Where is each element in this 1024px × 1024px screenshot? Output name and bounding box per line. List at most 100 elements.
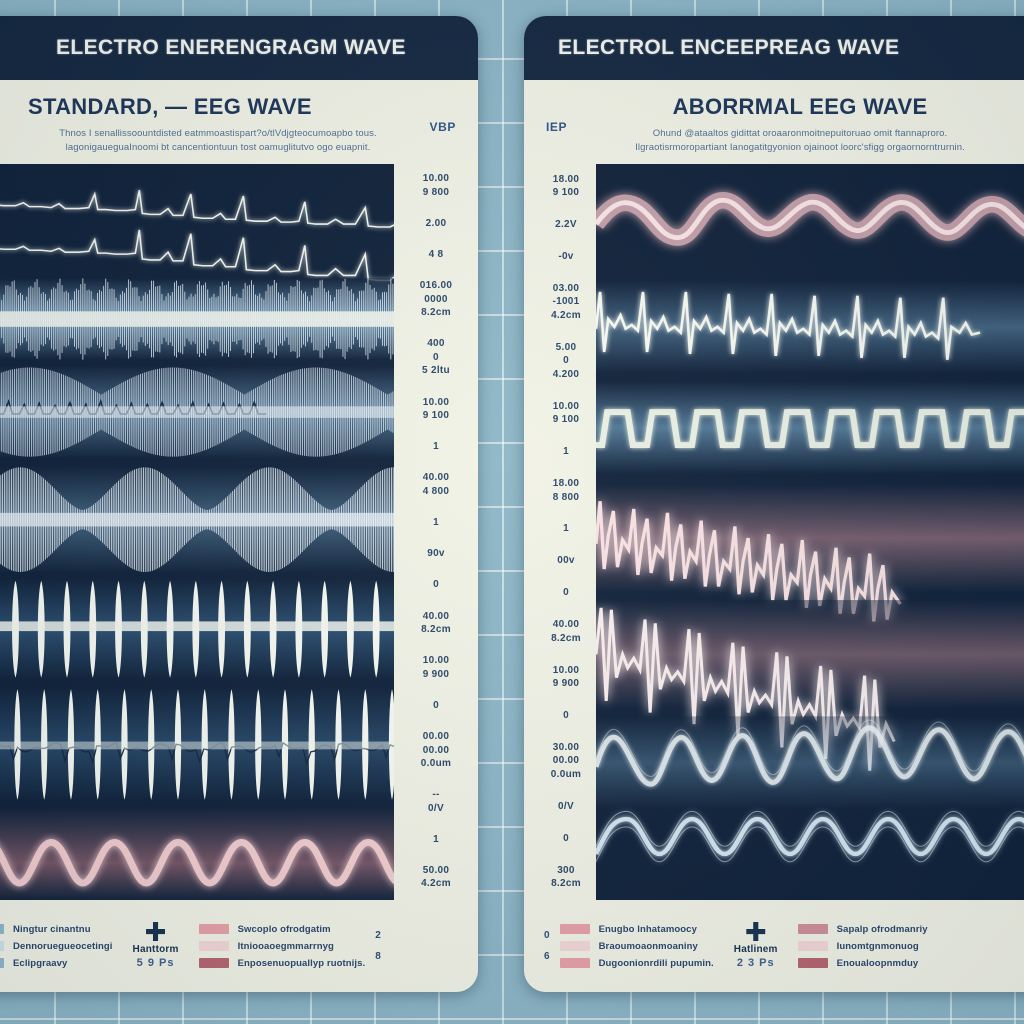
axis-tick-label: 0 — [433, 699, 439, 711]
legend-item-label: Enugbo lnhatamoocy — [598, 923, 697, 935]
legend-item[interactable]: Sapalp ofrodmanriy — [797, 923, 928, 935]
axis-tick-label: 016.00 0000 8.2cm — [419, 280, 453, 319]
legend-item-label: Iunomtgnmonuog — [836, 940, 919, 952]
left-chart-area: 10.00 9 800 2.00 4 8 016.00 0000 8.2cm 400 0 5 2l… — [0, 120, 478, 901]
trace-smooth-delta-blue — [596, 810, 1024, 862]
legend-item[interactable]: Iunomtgnmonuog — [797, 940, 928, 952]
abnormal-eeg-card: ELECTROL ENCEEPREAG WAVE SIEZ ABORRMAL E… — [524, 16, 1024, 992]
legend-item[interactable]: Enugbo lnhatamoocy — [559, 923, 714, 935]
legend-swatch — [797, 958, 828, 968]
legend-item-label: Ningtur cinantnu — [13, 923, 91, 935]
legend-swatch — [559, 941, 590, 951]
trace-theta-white — [596, 715, 1024, 809]
axis-tick-label: 10.00 9 100 — [422, 396, 450, 422]
legend-item-label: Sapalp ofrodmanriy — [836, 923, 928, 935]
axis-tick-label: 0 — [433, 579, 439, 591]
legend-item[interactable]: Itniooaoegmmarrnyg — [198, 940, 366, 952]
left-axis-column: 10.00 9 800 2.00 4 8 016.00 0000 8.2cm 400 0 5 2l… — [394, 164, 478, 901]
legend-swatch — [0, 941, 4, 951]
right-legend: 0 6 Enugbo lnhatamoocy Braoumoaonmoaniny Du… — [524, 900, 1024, 992]
legend-swatch — [198, 941, 229, 951]
legend-item-label: Swcoplo ofrodgatim — [237, 923, 331, 935]
left-header-title: ELECTRO ENERENGRAGM WAVE — [56, 36, 406, 59]
legend-swatch — [797, 924, 828, 934]
normal-eeg-card: PE ELECTRO ENERENGRAGM WAVE STANDARD, — … — [0, 16, 478, 992]
legend-swatch — [559, 958, 590, 968]
legend-item-label: Enoualoopnmduy — [836, 957, 919, 969]
trace-polyspike-rose — [596, 483, 1024, 622]
legend-number: 2 — [375, 930, 381, 941]
left-legend-center-value: 5 9 Ps — [136, 956, 175, 969]
trace-modulated-burst — [0, 365, 394, 459]
axis-tick-label: 5.00 0 4.200 — [552, 341, 580, 380]
legend-item[interactable]: Dugoonionrdili pupumin. — [559, 957, 714, 969]
right-title-block: ABORRMAL EEG WAVE Ohund @ataaltos giditt… — [524, 80, 1024, 164]
right-waveform-svg — [596, 163, 1024, 900]
legend-swatch — [797, 941, 828, 951]
legend-swatch — [0, 924, 4, 934]
axis-tick-label: 40.00 8.2cm — [551, 619, 581, 644]
right-panel-title: ABORRMAL EEG WAVE — [672, 94, 928, 119]
legend-item-label: Itniooaoegmmarrnyg — [237, 940, 334, 952]
legend-number: 8 — [375, 951, 381, 962]
axis-tick-label: 300 8.2cm — [551, 864, 581, 890]
left-title-block: STANDARD, — EEG WAVE Thnos I senallissoo… — [0, 80, 478, 164]
axis-tick-label: 10.00 9 900 — [422, 655, 450, 680]
trace-square-burst — [596, 380, 1024, 474]
left-legend-center-label: Hanttorm — [132, 943, 179, 955]
trace-spike-wave-white — [596, 279, 1024, 373]
left-legend: Ningtur cinantnu Dennoruegueocetingi Eclip… — [0, 900, 478, 992]
trace-sharp-spikes — [0, 578, 394, 680]
axis-tick-label: 2.00 — [425, 217, 447, 229]
axis-tick-label: 50.00 4.2cm — [421, 864, 451, 890]
right-legend-center-value: 2 3 Ps — [736, 956, 775, 969]
right-header-title: ELECTROL ENCEEPREAG WAVE — [558, 36, 900, 59]
axis-tick-label: 0 — [563, 587, 569, 599]
left-card-header: PE ELECTRO ENERENGRAGM WAVE — [0, 16, 478, 80]
right-panel-subtitle-line1: Ohund @ataaltos gidittat oroaaronmoitnep… — [652, 128, 948, 139]
trace-slow-pink — [596, 191, 1024, 246]
right-scope — [596, 163, 1024, 900]
right-axis-column: 18.00 9 100 2.2V -0v 03.00 -1001 4.2cm 5.00 0 4.2… — [524, 164, 608, 901]
legend-number: 0 — [544, 930, 550, 941]
left-panel-subtitle-line1: Thnos I senallissoountdisted eatmmoastis… — [59, 128, 377, 139]
legend-item[interactable]: Braoumoaonmoaniny — [559, 940, 714, 952]
axis-tick-label: 400 0 5 2ltu — [422, 338, 450, 377]
axis-tick-label: 40.00 4 800 — [422, 472, 450, 497]
axis-tick-label: 1 — [563, 523, 569, 535]
legend-item[interactable]: Dennoruegueocetingi — [0, 941, 113, 952]
left-legend-center: ✚ Hanttorm 5 9 Ps — [119, 917, 193, 969]
axis-tick-label: 30.00 00.00 0.0um — [550, 741, 582, 780]
left-panel-title: STANDARD, — EEG WAVE — [28, 94, 312, 119]
axis-tick-label: 1 — [433, 517, 439, 529]
legend-item-label: Eclipgraavy — [13, 957, 68, 969]
axis-tick-label: -- 0/V — [428, 789, 444, 814]
legend-number: 6 — [544, 951, 550, 962]
right-panel-subtitle-line2: Ilgraotisrmoropartiant Ianogatitgyonion … — [635, 142, 965, 154]
legend-swatch — [559, 924, 590, 934]
right-legend-center: ✚ Hatlinem 2 3 Ps — [720, 919, 792, 969]
axis-tick-label: 18.00 8 800 — [552, 478, 580, 503]
trace-dense-beta — [0, 277, 394, 360]
legend-item-label: Dugoonionrdili pupumin. — [598, 957, 714, 969]
legend-item[interactable]: Swcoplo ofrodgatim — [198, 923, 366, 935]
crosshair-icon: ✚ — [144, 917, 167, 948]
legend-item-label: Braoumoaonmoaniny — [598, 940, 698, 952]
trace-delta-pink — [0, 806, 394, 900]
axis-tick-label: 1 — [433, 833, 439, 845]
axis-tick-label: 1 — [563, 446, 569, 458]
right-legend-center-label: Hatlinem — [733, 943, 778, 955]
trace-spindle-envelope — [0, 465, 394, 573]
legend-item[interactable]: Ningtur cinantnu — [0, 924, 113, 935]
right-chart-area: 18.00 9 100 2.2V -0v 03.00 -1001 4.2cm 5.00 0 4.2… — [524, 120, 1024, 901]
right-card-header: ELECTROL ENCEEPREAG WAVE SIEZ — [524, 16, 1024, 80]
legend-swatch — [0, 958, 4, 968]
trace-rhythmic-rose — [596, 599, 1024, 771]
axis-tick-label: 40.00 8.2cm — [421, 610, 451, 636]
axis-tick-label: 10.00 9 900 — [552, 664, 580, 690]
legend-item[interactable]: Eclipgraavy — [0, 958, 113, 969]
trace-ecg-dual — [0, 189, 394, 281]
legend-item[interactable]: Enposenuopuallyp ruotnijs. — [198, 958, 366, 969]
legend-item[interactable]: Enoualoopnmduy — [797, 957, 928, 969]
